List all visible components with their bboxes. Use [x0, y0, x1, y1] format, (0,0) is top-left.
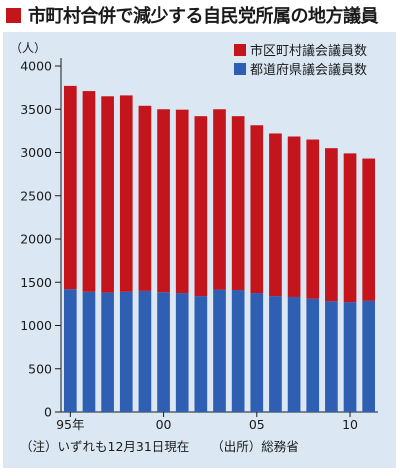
legend-swatch [234, 63, 246, 75]
y-tick-label: 1500 [20, 275, 52, 290]
bar-segment-municipal [362, 158, 376, 301]
bar-segment-municipal [157, 109, 170, 293]
bar-segment-municipal [213, 109, 226, 290]
x-tick-label: 00 [156, 417, 172, 432]
bar-segment-prefectural [231, 290, 245, 412]
bar-segment-municipal [138, 105, 152, 291]
y-unit-label: （人） [10, 41, 46, 55]
bar-segment-prefectural [138, 290, 152, 412]
bar-segment-prefectural [343, 302, 357, 412]
bar-segment-municipal [269, 133, 282, 297]
x-tick-label: 10 [342, 417, 358, 432]
bar-segment-prefectural [194, 296, 208, 412]
y-tick-label: 1000 [20, 318, 52, 333]
legend-label: 市区町村議会議員数 [250, 43, 367, 59]
y-tick-label: 3500 [20, 102, 52, 117]
x-tick-label: 95年 [56, 417, 84, 432]
bar-segment-prefectural [362, 300, 376, 412]
title-marker [6, 7, 21, 23]
chart-title: 市町村合併で減少する自民党所属の地方議員 [28, 6, 379, 27]
bar-segment-prefectural [101, 292, 114, 412]
bar-segment-prefectural [175, 293, 189, 412]
bar-segment-prefectural [269, 296, 282, 412]
x-tick-label: 05 [249, 417, 265, 432]
bar-segment-municipal [101, 96, 114, 293]
bar-segment-prefectural [250, 293, 264, 412]
y-tick-label: 0 [44, 405, 52, 420]
y-tick-label: 4000 [20, 59, 52, 74]
bar-segment-prefectural [213, 289, 226, 412]
bar-segment-municipal [82, 91, 96, 292]
bar-segment-prefectural [119, 291, 133, 412]
bar-segment-municipal [343, 153, 357, 303]
source-text: （出所）総務省 [211, 439, 299, 454]
bar-segment-municipal [325, 148, 338, 302]
note-text: （注）いずれも12月31日現在 [20, 439, 190, 454]
bar-segment-prefectural [157, 292, 170, 412]
y-tick-label: 2000 [20, 232, 52, 247]
bar-segment-prefectural [63, 289, 77, 412]
bar-segment-prefectural [82, 291, 96, 412]
bar-segment-municipal [119, 95, 133, 292]
bar-segment-municipal [194, 116, 208, 297]
y-tick-label: 2500 [20, 188, 52, 203]
bar-segment-municipal [287, 136, 301, 297]
bar-segment-prefectural [306, 298, 320, 412]
bar-segment-municipal [175, 109, 189, 294]
legend-swatch [234, 44, 246, 56]
bar-segment-prefectural [325, 301, 338, 412]
y-tick-label: 3000 [20, 145, 52, 160]
legend-label: 都道府県議会議員数 [250, 63, 367, 78]
footnote: （注）いずれも12月31日現在 （出所）総務省 [20, 436, 317, 455]
bar-segment-prefectural [287, 296, 301, 412]
bar-segment-municipal [231, 116, 245, 291]
chart-header: 市町村合併で減少する自民党所属の地方議員 [0, 0, 400, 30]
y-tick-label: 500 [28, 361, 52, 376]
bar-segment-municipal [250, 125, 264, 294]
bar-segment-municipal [63, 85, 77, 290]
bar-segment-municipal [306, 139, 320, 299]
